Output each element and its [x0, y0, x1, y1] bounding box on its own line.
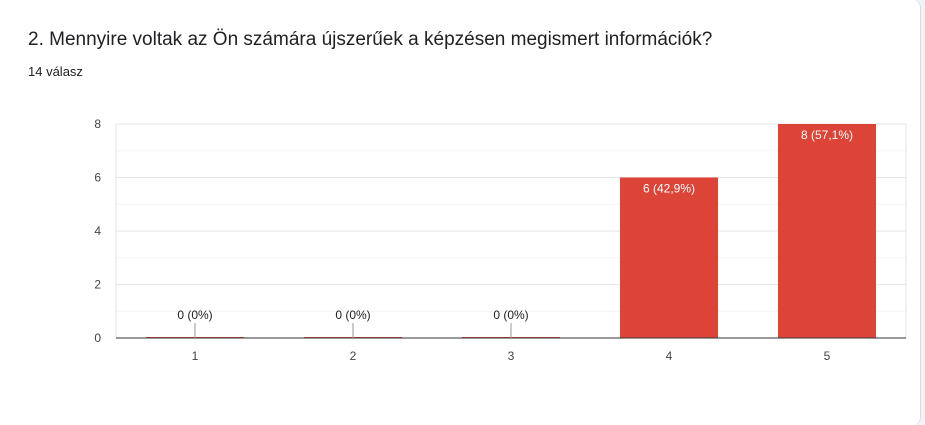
x-tick-label: 1 [192, 349, 199, 363]
data-label: 0 (0%) [493, 308, 528, 322]
bar [778, 124, 876, 338]
y-tick-label: 2 [94, 278, 101, 292]
x-tick-label: 5 [824, 349, 831, 363]
data-labels: 0 (0%) 0 (0%) 0 (0%) 6 (42,9%) 8 (57,1%) [177, 128, 853, 338]
data-label: 6 (42,9%) [643, 182, 695, 196]
question-title: 2. Mennyire voltak az Ön számára újszerű… [28, 29, 713, 50]
grid-lines [115, 123, 907, 338]
x-tick-label: 3 [508, 349, 515, 363]
y-tick-label: 6 [94, 171, 101, 185]
x-tick-labels: 1 2 3 4 5 [116, 337, 906, 363]
y-tick-labels: 0 2 4 6 8 [94, 117, 101, 345]
bar [620, 177, 718, 338]
y-tick-label: 8 [94, 117, 101, 131]
data-label: 8 (57,1%) [801, 128, 853, 142]
data-label: 0 (0%) [335, 308, 370, 322]
bars [146, 124, 876, 338]
x-tick-label: 2 [350, 349, 357, 363]
y-tick-label: 4 [94, 224, 101, 238]
data-label: 0 (0%) [177, 308, 212, 322]
x-tick-label: 4 [666, 349, 673, 363]
response-count: 14 válasz [28, 64, 83, 79]
y-tick-label: 0 [94, 331, 101, 345]
